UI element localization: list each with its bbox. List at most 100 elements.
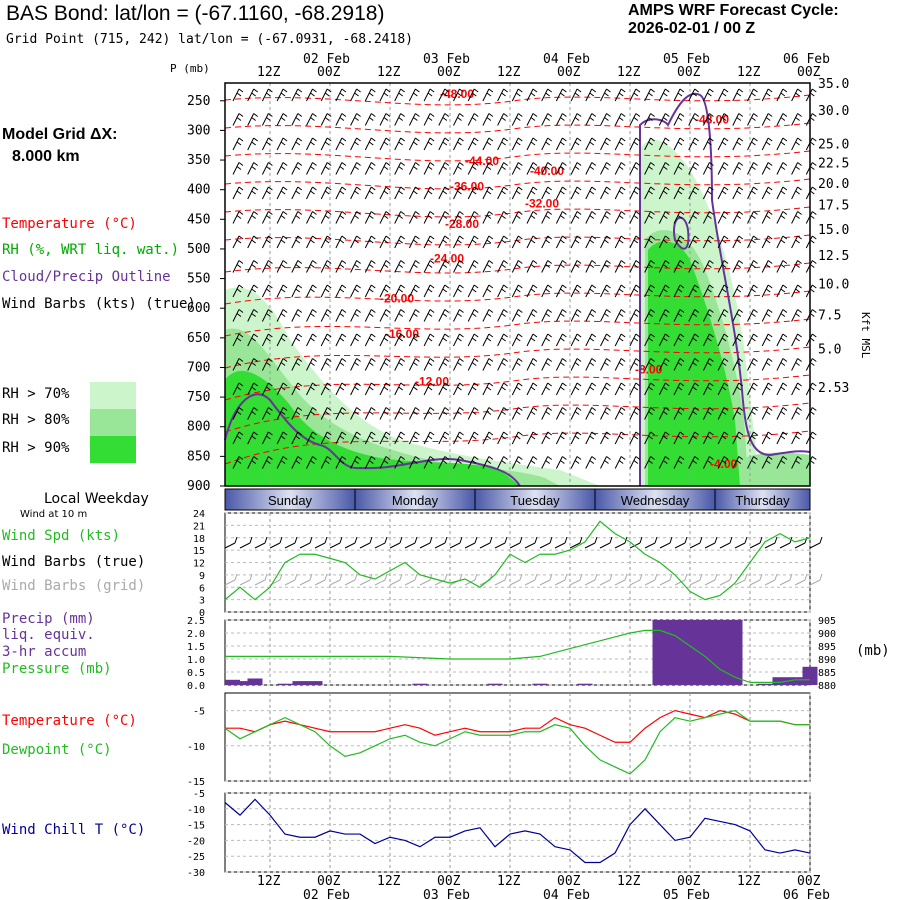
legend-wind-speed: Wind Spd (kts) — [2, 528, 121, 544]
top-hour-label: 00Z — [557, 65, 581, 80]
weekday-label: Monday — [392, 493, 439, 508]
legend-rh-70: RH > 70% — [2, 386, 70, 402]
weekday-label: Tuesday — [510, 493, 560, 508]
top-date-label: 02 Feb — [303, 52, 350, 67]
height-tick-label: 15.0 — [818, 223, 849, 238]
bottom-hour-label: 00Z — [557, 874, 581, 889]
pressure-tick-label: 600 — [187, 301, 210, 316]
legend-precip: Precip (mm) — [2, 611, 95, 627]
bottom-date-label: 05 Feb — [663, 888, 710, 900]
bottom-hour-label: 12Z — [257, 874, 281, 889]
height-tick-label: 7.5 — [818, 308, 841, 323]
legend-wind-barbs-grid: Wind Barbs (grid) — [2, 578, 146, 594]
pressure-tick-label: 700 — [187, 360, 210, 375]
pressure-ytick-label: 880 — [818, 681, 836, 692]
height-tick-label: 20.0 — [818, 177, 849, 192]
wind-chill-ytick-label: -15 — [187, 821, 205, 832]
top-hour-label: 00Z — [797, 65, 821, 80]
legend-rh-90-swatch — [90, 436, 136, 463]
weekday-cell-thursday — [714, 488, 811, 511]
y-axis-label-pressure: P (mb) — [170, 62, 210, 75]
precip-bar — [307, 681, 323, 685]
pressure-tick-label: 650 — [187, 331, 210, 346]
legend-rh-70-swatch — [90, 382, 136, 409]
temperature-contour — [224, 290, 811, 305]
weekday-label: Thursday — [735, 493, 790, 508]
top-date-label: 05 Feb — [663, 52, 710, 67]
temperature-contour-label: -20.00 — [380, 291, 414, 305]
weekday-label: Sunday — [268, 493, 313, 508]
temperature-contour-label: -4.00 — [710, 457, 738, 471]
pressure-tick-label: 300 — [187, 123, 210, 138]
legend-dewpoint: Dewpoint (°C) — [2, 742, 112, 758]
dewpoint-line — [224, 709, 810, 775]
height-tick-label: 25.0 — [818, 138, 849, 153]
height-tick-label: 10.0 — [818, 278, 849, 293]
precip-bar — [247, 678, 263, 685]
pressure-tick-label: 750 — [187, 390, 210, 405]
precip-bar — [667, 620, 683, 685]
precip-bar — [757, 683, 773, 685]
model-grid-label: Model Grid ΔX: — [2, 126, 118, 143]
model-grid-value: 8.000 km — [12, 148, 80, 165]
legend-rh-90: RH > 90% — [2, 440, 70, 456]
pressure-ytick-label: 885 — [818, 668, 836, 679]
precip-ytick-label: 0.0 — [187, 681, 205, 692]
weekday-label: Wednesday — [621, 493, 690, 508]
top-hour-label: 12Z — [617, 65, 641, 80]
top-hour-label: 12Z — [377, 65, 401, 80]
precip-ytick-label: 0.5 — [187, 668, 205, 679]
height-tick-label: 35.0 — [818, 77, 849, 92]
top-hour-label: 12Z — [257, 65, 281, 80]
precip-bar — [697, 620, 713, 685]
precip-bar — [772, 677, 788, 685]
pressure-ytick-label: 890 — [818, 655, 836, 666]
legend-rh: RH (%, WRT liq. wat.) — [2, 242, 180, 258]
temperature-contour — [224, 262, 811, 274]
wind-chill-ytick-label: -30 — [187, 868, 205, 879]
bottom-hour-label: 12Z — [377, 874, 401, 889]
wind-speed-ytick-label: 6 — [199, 583, 205, 594]
temperature-line — [225, 709, 810, 743]
wind-speed-ytick-label: 3 — [199, 596, 205, 607]
page-title: BAS Bond: lat/lon = (-67.1160, -68.2918) — [6, 2, 385, 25]
weekday-title: Local Weekday — [44, 491, 149, 507]
height-tick-label: 30.0 — [818, 104, 849, 119]
temperature-contour-label: -24.00 — [430, 252, 464, 266]
wind-chill-ytick-label: -5 — [193, 789, 205, 800]
temperature-contour-label: -8.00 — [635, 362, 663, 376]
wind-speed-ytick-label: 0 — [199, 608, 205, 619]
temp-dew-ytick-label: -10 — [187, 742, 205, 753]
wind-speed-ytick-label: 9 — [199, 571, 205, 582]
height-tick-label: 22.5 — [818, 157, 849, 172]
legend-wind-barbs-true: Wind Barbs (true) — [2, 554, 146, 570]
wind-chill-ytick-label: -10 — [187, 805, 205, 816]
pressure-tick-label: 800 — [187, 420, 210, 435]
wind-speed-ytick-label: 24 — [193, 509, 205, 520]
bottom-date-label: 06 Feb — [783, 888, 830, 900]
wind-barbs-grid — [224, 573, 823, 586]
temperature-contour-label: -12.00 — [415, 374, 449, 388]
legend-temperature: Temperature (°C) — [2, 216, 137, 232]
legend-wind: Wind Barbs (kts) (true) — [2, 296, 196, 312]
wind-barbs-upper — [232, 88, 817, 469]
bottom-date-label: 02 Feb — [303, 888, 350, 900]
precip-bar — [802, 666, 818, 685]
temperature-contour — [224, 150, 811, 162]
legend-precip-3: 3-hr accum — [2, 644, 87, 660]
top-hour-label: 00Z — [317, 65, 341, 80]
top-date-label: 06 Feb — [783, 52, 830, 67]
wind-chill-ytick-label: -20 — [187, 836, 205, 847]
precip-bar — [232, 681, 248, 685]
top-hour-label: 12Z — [497, 65, 521, 80]
temperature-contour-label: -36.00 — [450, 179, 484, 193]
top-date-label: 04 Feb — [543, 52, 590, 67]
pressure-tick-label: 400 — [187, 183, 210, 198]
pressure-tick-label: 900 — [187, 479, 210, 494]
pressure-ytick-label: 900 — [818, 629, 836, 640]
temperature-contour-label: -48.00 — [695, 112, 729, 126]
bottom-date-label: 03 Feb — [423, 888, 470, 900]
bottom-hour-label: 12Z — [497, 874, 521, 889]
height-tick-label: 17.5 — [818, 199, 849, 214]
legend-rh-80: RH > 80% — [2, 412, 70, 428]
